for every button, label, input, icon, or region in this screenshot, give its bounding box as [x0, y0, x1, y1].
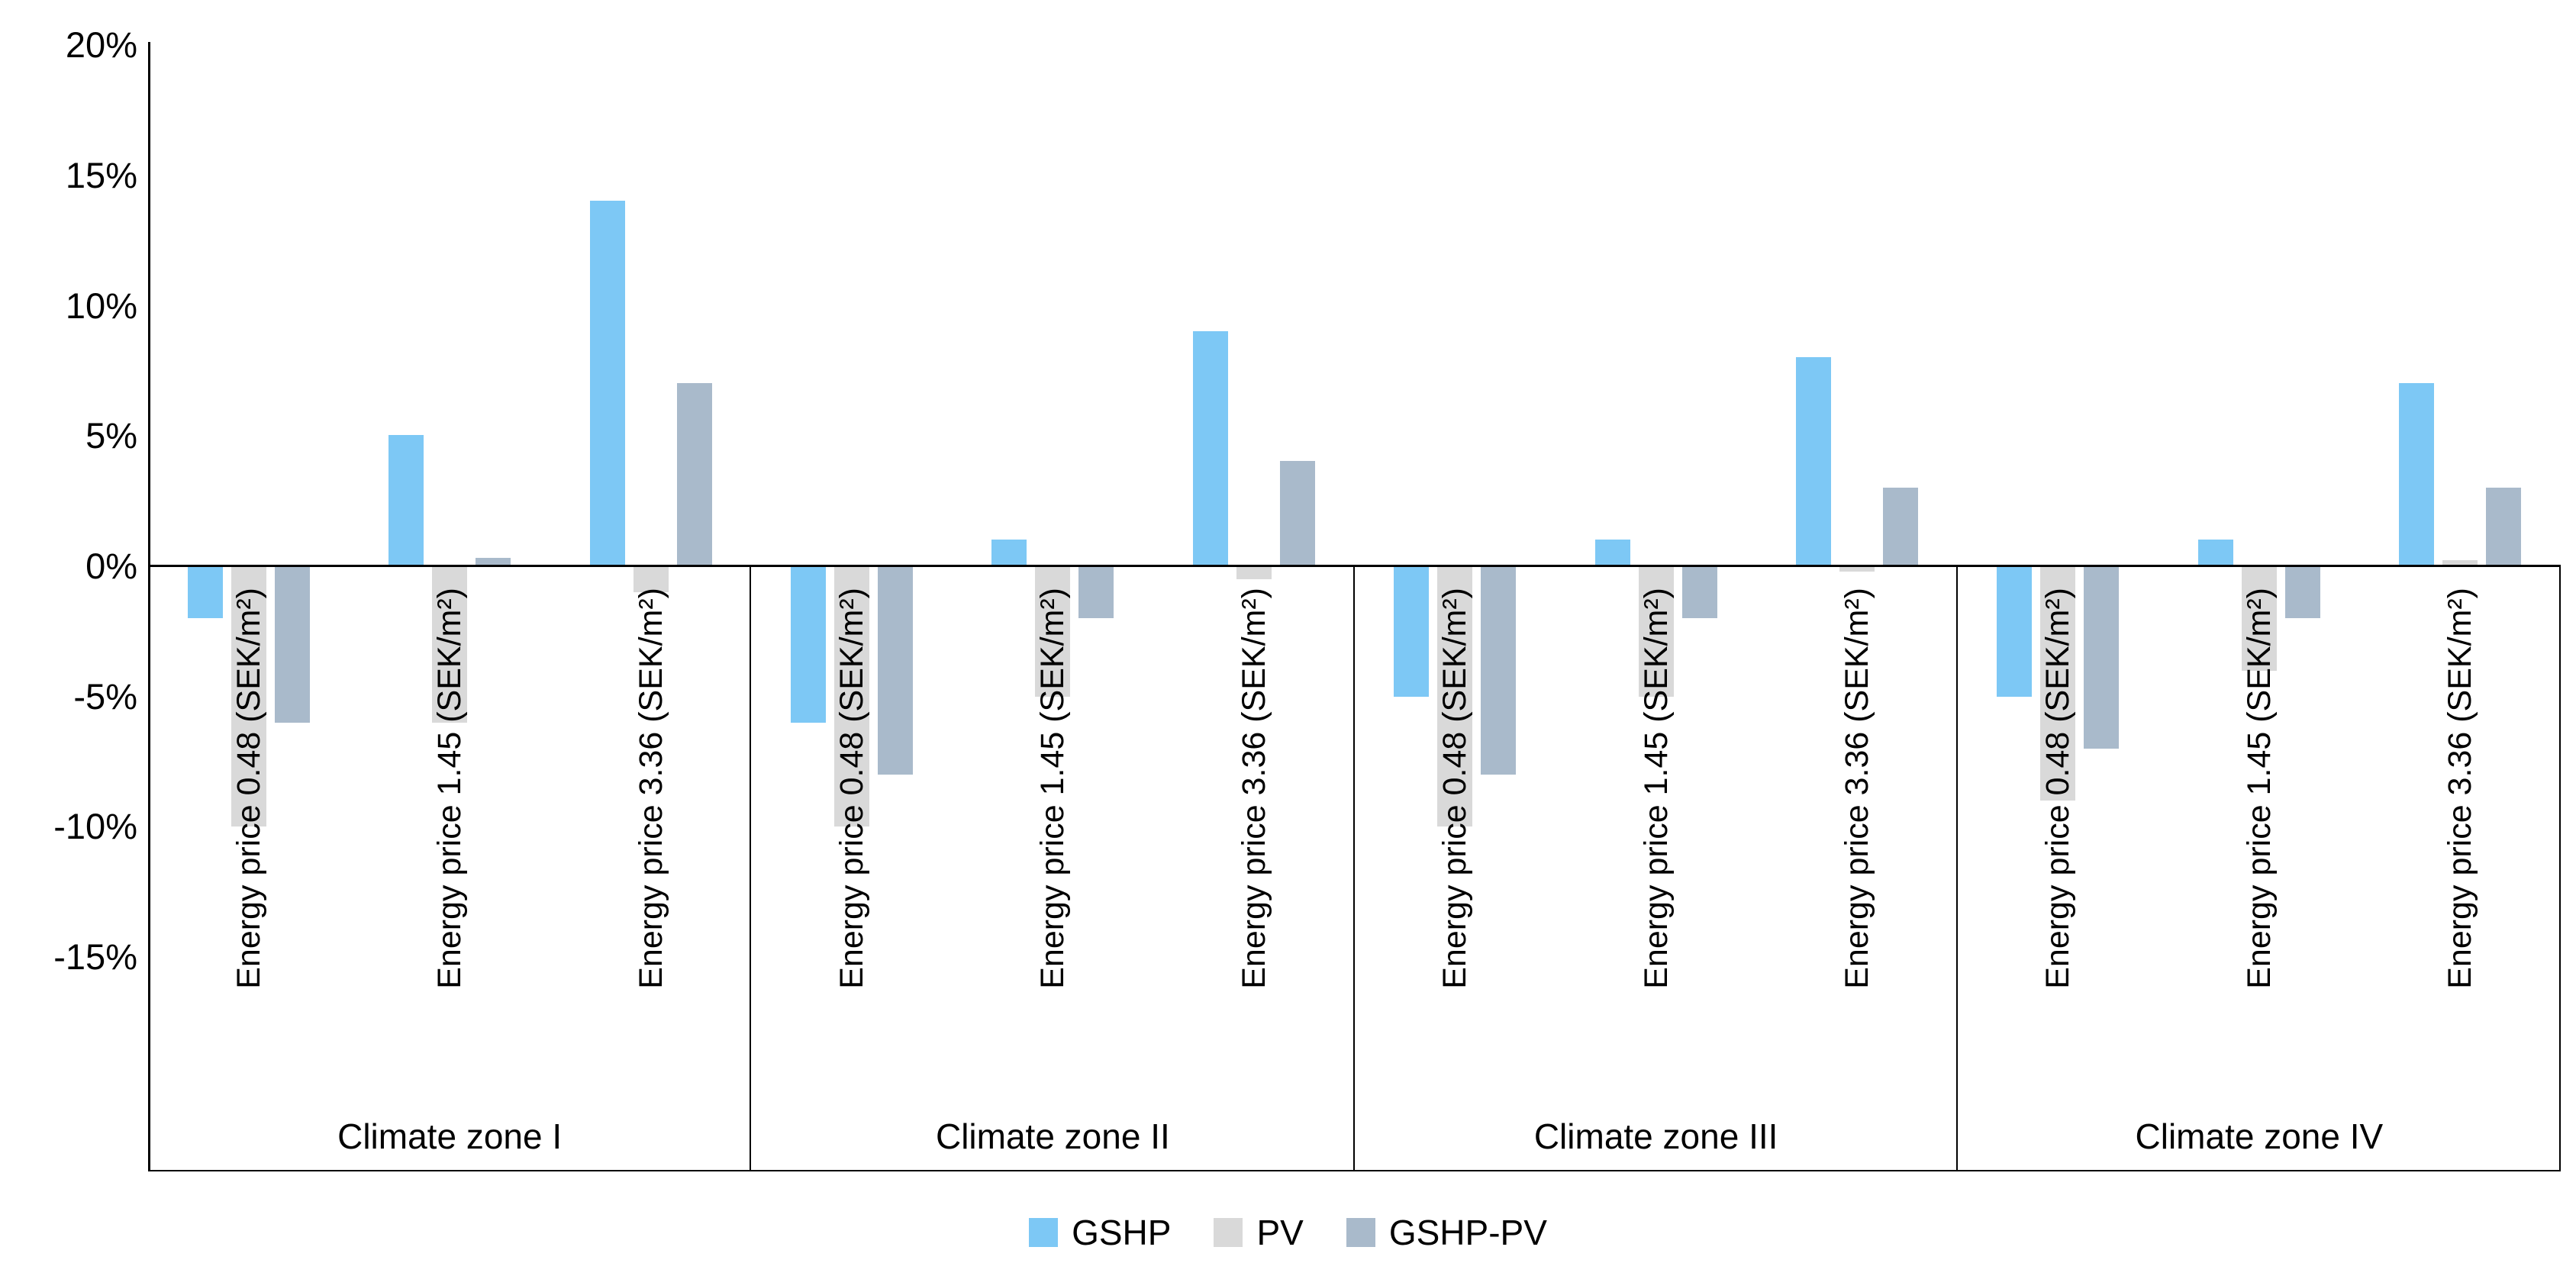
- bar-gshp-pv-10: [2284, 566, 2320, 619]
- category-label: Energy price 1.45 (SEK/m²): [431, 588, 469, 989]
- y-axis-tick-label: 5%: [85, 415, 137, 456]
- category-label: Energy price 0.48 (SEK/m²): [2039, 588, 2077, 989]
- bar-gshp-pv-8: [1883, 487, 1919, 566]
- bar-gshp-1: [388, 435, 424, 566]
- bar-gshp-pv-2: [676, 383, 712, 566]
- category-label: Energy price 3.36 (SEK/m²): [632, 588, 669, 989]
- bar-pv-6: [1437, 566, 1473, 827]
- bar-gshp-10: [2197, 539, 2233, 566]
- bar-pv-0: [231, 566, 266, 827]
- bar-gshp-8: [1796, 356, 1832, 566]
- legend-swatch-gshp: [1029, 1218, 1059, 1247]
- bar-pv-9: [2040, 566, 2076, 801]
- legend-label-pv: PV: [1256, 1213, 1304, 1252]
- bar-pv-11: [2442, 560, 2478, 566]
- bar-pv-4: [1035, 566, 1071, 697]
- category-label: Energy price 0.48 (SEK/m²): [1436, 588, 1474, 989]
- y-axis-tick-label: 10%: [65, 285, 137, 326]
- bar-gshp-11: [2399, 383, 2435, 566]
- legend-swatch-pv: [1214, 1218, 1243, 1247]
- legend-label-gshp-pv: GSHP-PV: [1388, 1213, 1547, 1252]
- zone-separator-line: [1956, 566, 1958, 1170]
- bar-gshp-pv-3: [877, 566, 913, 775]
- category-label: Energy price 3.36 (SEK/m²): [1235, 588, 1272, 989]
- bar-gshp-6: [1394, 566, 1430, 697]
- y-axis-tick-label: 0%: [85, 546, 137, 586]
- zone-separator-line: [2559, 566, 2561, 1170]
- zone-label: Climate zone IV: [2135, 1116, 2384, 1156]
- bar-pv-2: [633, 566, 669, 593]
- zone-label: Climate zone I: [337, 1116, 563, 1156]
- legend-swatch-gshp-pv: [1346, 1218, 1375, 1247]
- bar-gshp-pv-4: [1078, 566, 1114, 619]
- legend-item-gshp-pv: GSHP-PV: [1346, 1212, 1547, 1253]
- bar-pv-8: [1839, 566, 1875, 572]
- y-axis-tick-label: -5%: [73, 675, 137, 717]
- bar-pv-3: [833, 566, 869, 827]
- y-axis-tick-label: 15%: [65, 155, 137, 196]
- legend-item-pv: PV: [1214, 1212, 1304, 1253]
- legend-item-gshp: GSHP: [1029, 1212, 1171, 1253]
- category-label: Energy price 3.36 (SEK/m²): [1839, 588, 1876, 989]
- bar-gshp-pv-9: [2084, 566, 2120, 749]
- bar-gshp-pv-5: [1279, 461, 1315, 566]
- y-axis-tick-label: 20%: [65, 24, 137, 66]
- bar-gshp-9: [1997, 566, 2033, 697]
- bar-pv-5: [1236, 566, 1272, 580]
- bar-gshp-pv-11: [2486, 487, 2522, 566]
- zone-separator-line: [1353, 566, 1355, 1170]
- legend: GSHP PV GSHP-PV: [0, 1212, 2576, 1253]
- bar-gshp-5: [1192, 330, 1228, 566]
- y-axis-tick-label: -15%: [53, 936, 137, 977]
- category-label: Energy price 0.48 (SEK/m²): [833, 588, 870, 989]
- y-axis-tick-label: -10%: [53, 806, 137, 847]
- category-label: Energy price 1.45 (SEK/m²): [1034, 588, 1072, 989]
- bar-gshp-pv-1: [476, 557, 511, 566]
- zone-label: Climate zone II: [935, 1116, 1170, 1156]
- bar-gshp-pv-6: [1481, 566, 1517, 775]
- zone-separator-line: [750, 566, 751, 1170]
- bar-gshp-pv-7: [1681, 566, 1717, 619]
- legend-label-gshp: GSHP: [1072, 1213, 1172, 1252]
- bar-gshp-4: [991, 539, 1027, 566]
- bar-pv-1: [432, 566, 468, 723]
- category-label: Energy price 0.48 (SEK/m²): [230, 588, 267, 989]
- category-label: Energy price 1.45 (SEK/m²): [1637, 588, 1675, 989]
- category-label: Energy price 1.45 (SEK/m²): [2240, 588, 2278, 989]
- bar-gshp-2: [589, 201, 625, 566]
- bar-gshp-pv-0: [274, 566, 310, 723]
- category-axis-bottom-line: [148, 1170, 2561, 1171]
- y-axis-line: [148, 42, 150, 1170]
- bar-gshp-3: [790, 566, 826, 723]
- category-label: Energy price 3.36 (SEK/m²): [2442, 588, 2479, 989]
- zone-label: Climate zone III: [1533, 1116, 1778, 1156]
- bar-gshp-7: [1594, 539, 1630, 566]
- bar-pv-7: [1638, 566, 1674, 697]
- bar-gshp-0: [187, 566, 223, 619]
- bar-pv-10: [2241, 566, 2277, 671]
